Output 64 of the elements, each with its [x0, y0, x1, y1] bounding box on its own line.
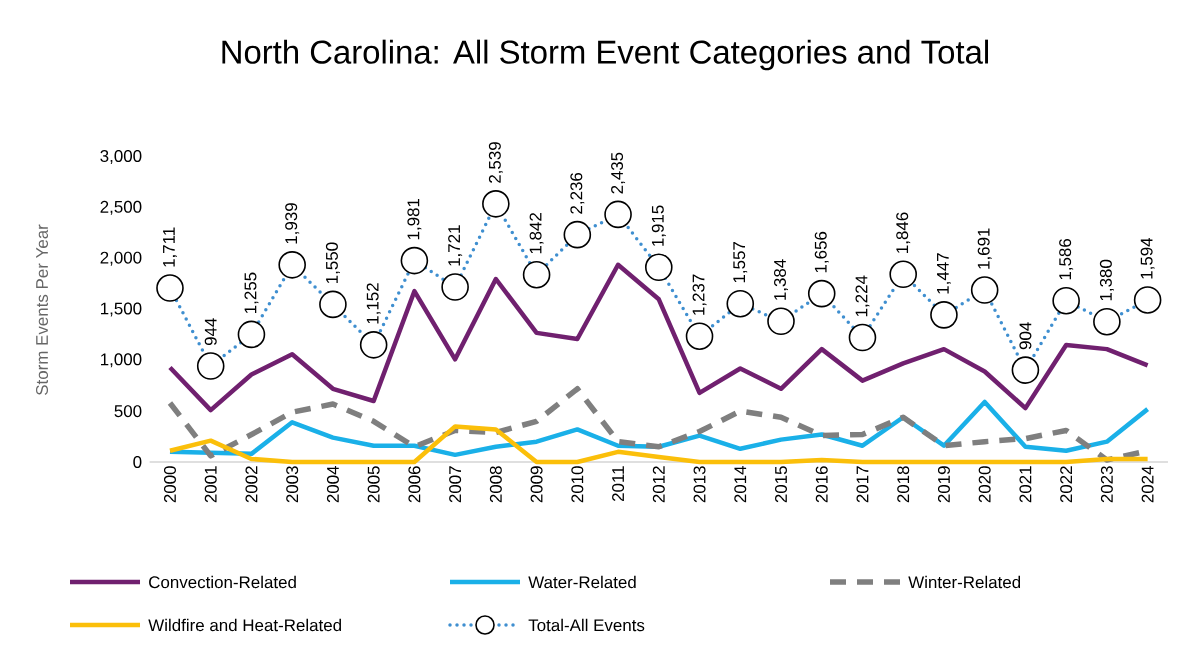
data-label: 1,721	[448, 225, 463, 266]
y-tick-label: 0	[133, 455, 142, 468]
x-tick-label: 2007	[449, 466, 462, 503]
y-tick-label: 2,500	[100, 200, 142, 215]
y-axis-title: Storm Events Per Year	[36, 224, 49, 396]
x-tick-label: 2008	[489, 466, 502, 503]
legend-label: Convection-Related	[149, 575, 296, 589]
y-tick-label: 2,000	[100, 251, 142, 266]
data-label: 1,711	[163, 227, 177, 267]
x-tick-label: 2024	[1141, 466, 1154, 503]
data-label: 1,656	[814, 231, 829, 273]
x-tick-label: 2012	[652, 466, 665, 503]
data-label: 904	[1019, 322, 1032, 350]
data-label: 1,594	[1140, 237, 1155, 279]
data-label: 1,557	[733, 242, 748, 283]
data-label: 2,539	[488, 142, 503, 183]
y-tick-label: 1,000	[101, 353, 142, 368]
data-label: 1,846	[896, 212, 911, 253]
data-label: 1,380	[1099, 259, 1114, 301]
data-label: 1,691	[977, 228, 992, 269]
legend-label: Total-All Events	[528, 618, 645, 632]
x-tick-label: 2023	[1100, 466, 1113, 503]
x-tick-label: 2019	[937, 466, 950, 503]
data-label: 2,236	[570, 172, 585, 214]
x-tick-label: 2015	[775, 466, 787, 503]
data-label: 1,939	[285, 203, 300, 244]
legend-label: Wildfire and Heat-Related	[148, 618, 341, 632]
data-label: 1,586	[1059, 238, 1074, 280]
x-tick-label: 2021	[1019, 466, 1032, 503]
data-label: 1,550	[325, 242, 340, 283]
data-label: 1,842	[529, 213, 544, 254]
x-tick-label: 2010	[571, 466, 584, 503]
legend-label: Water-Related	[528, 575, 636, 589]
x-tick-label: 2003	[286, 466, 299, 503]
x-tick-label: 2000	[163, 466, 176, 503]
data-label: 1,981	[407, 198, 422, 240]
x-tick-label: 2018	[897, 466, 910, 503]
x-tick-label: 2022	[1060, 466, 1073, 503]
chart-title: North Carolina: All Storm Event Categories and Total	[222, 39, 988, 71]
data-label: 1,915	[651, 205, 666, 246]
x-tick-label: 2013	[693, 466, 706, 503]
data-label: 1,152	[366, 283, 381, 324]
data-label: 944	[204, 318, 217, 346]
data-label: 1,224	[855, 275, 870, 317]
y-tick-label: 500	[114, 405, 142, 418]
x-tick-label: 2016	[815, 466, 828, 503]
x-tick-label: 2004	[326, 466, 339, 503]
x-tick-label: 2017	[856, 466, 869, 503]
x-tick-label: 2014	[734, 466, 747, 503]
y-tick-label: 1,500	[101, 302, 142, 317]
x-tick-label: 2009	[530, 466, 543, 503]
data-label: 1,255	[244, 272, 259, 313]
y-tick-label: 3,000	[100, 149, 142, 164]
data-label: 1,384	[774, 259, 788, 300]
legend-label: Winter-Related	[908, 575, 1021, 589]
data-label: 1,447	[937, 253, 951, 294]
x-tick-label: 2020	[978, 466, 991, 503]
data-label: 1,237	[692, 274, 707, 315]
x-tick-label: 2001	[204, 466, 217, 503]
x-tick-label: 2005	[367, 466, 380, 503]
x-tick-label: 2002	[245, 466, 258, 503]
x-tick-label: 2011	[612, 466, 625, 502]
data-label: 2,435	[611, 152, 626, 194]
x-tick-label: 2006	[408, 466, 421, 503]
